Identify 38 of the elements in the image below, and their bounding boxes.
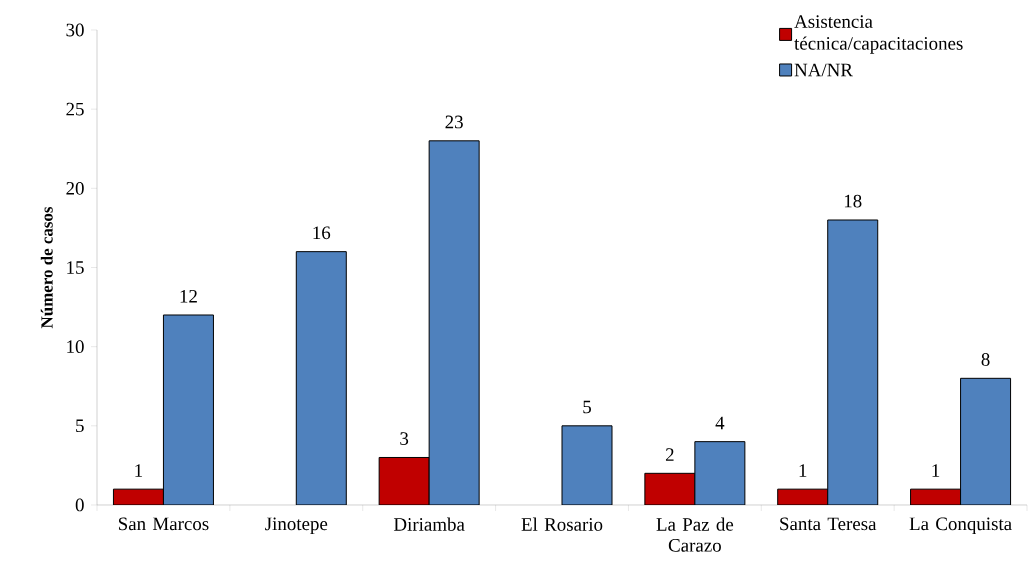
- bar: [960, 377, 1012, 505]
- x-tick-label: Santa Teresa: [780, 517, 877, 531]
- bar: [428, 140, 480, 505]
- legend-label: NA/NR: [794, 63, 853, 77]
- data-label: 8: [981, 353, 990, 366]
- bar: [162, 314, 214, 505]
- x-tick-label: El Rosario: [521, 517, 603, 531]
- bar: [295, 251, 347, 505]
- y-tick-label: 5: [76, 419, 84, 433]
- bar: [694, 441, 746, 505]
- x-tick-label: La Paz de Carazo: [656, 517, 734, 552]
- y-tick-label: 15: [67, 261, 84, 274]
- x-tick-label: San Marcos: [118, 517, 209, 531]
- y-tick-label: 20: [66, 181, 84, 195]
- y-tick-label: 30: [66, 23, 84, 37]
- y-tick-label: 0: [75, 498, 84, 512]
- data-label: 1: [932, 464, 940, 477]
- data-label: 23: [445, 115, 463, 129]
- data-label: 16: [313, 226, 331, 240]
- bar: [561, 425, 613, 505]
- y-axis-title: Número de casos: [40, 206, 53, 329]
- data-label: 3: [400, 432, 409, 445]
- data-label: 5: [583, 400, 591, 414]
- data-label: 12: [180, 289, 197, 303]
- x-tick-label: Diriamba: [393, 517, 465, 531]
- y-tick-label: 25: [66, 102, 84, 116]
- bar: [378, 456, 430, 505]
- x-tick-label: La Conquista: [909, 517, 1012, 535]
- bar: [827, 219, 879, 505]
- data-label: 1: [135, 464, 143, 477]
- data-label: 4: [715, 416, 725, 430]
- data-label: 2: [665, 448, 674, 461]
- bar: [644, 472, 696, 505]
- y-tick-label: 10: [67, 340, 84, 354]
- x-tick-label: Jinotepe: [265, 517, 328, 535]
- legend-label: Asistencia técnica/capacitaciones: [794, 15, 963, 54]
- data-label: 18: [844, 194, 862, 208]
- data-label: 1: [799, 464, 807, 477]
